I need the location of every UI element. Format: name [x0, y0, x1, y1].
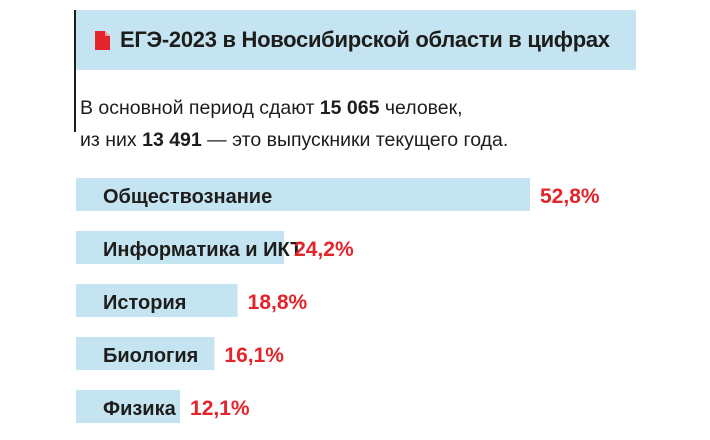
- bar-2: [76, 284, 238, 317]
- graduates-count: 13 491: [142, 129, 202, 151]
- accent-vertical-line: [74, 10, 76, 132]
- category-label-3: Биология: [103, 345, 198, 367]
- value-label-1: 24,2%: [294, 238, 354, 261]
- value-label-2: 18,8%: [248, 291, 308, 314]
- category-label-4: Физика: [103, 398, 177, 420]
- intro-line2-prefix: из них: [80, 129, 143, 151]
- bar-0: [76, 178, 530, 211]
- title-band: ЕГЭ-2023 в Новосибирской области в цифра…: [76, 10, 636, 70]
- intro-line1-prefix: В основной период сдают: [80, 97, 320, 119]
- bar-3: [76, 337, 215, 370]
- intro-line-2: из них 13 491 — это выпускники текущего …: [80, 124, 640, 156]
- value-label-0: 52,8%: [540, 185, 600, 208]
- intro-text: В основной период сдают 15 065 человек, …: [80, 92, 640, 156]
- category-label-1: Информатика и ИКТ: [103, 239, 302, 261]
- intro-line2-suffix: — это выпускники текущего года.: [201, 129, 509, 151]
- value-label-4: 12,1%: [190, 397, 250, 420]
- bar-1: [76, 231, 285, 264]
- page-title: ЕГЭ-2023 в Новосибирской области в цифра…: [120, 27, 610, 52]
- intro-line-1: В основной период сдают 15 065 человек,: [80, 92, 640, 124]
- category-label-0: Обществознание: [103, 186, 272, 208]
- document-icon: [95, 30, 110, 50]
- intro-line1-suffix: человек,: [379, 97, 463, 119]
- total-participants: 15 065: [319, 97, 380, 119]
- category-label-2: История: [103, 292, 186, 314]
- value-label-3: 16,1%: [224, 344, 284, 367]
- bar-4: [76, 390, 181, 423]
